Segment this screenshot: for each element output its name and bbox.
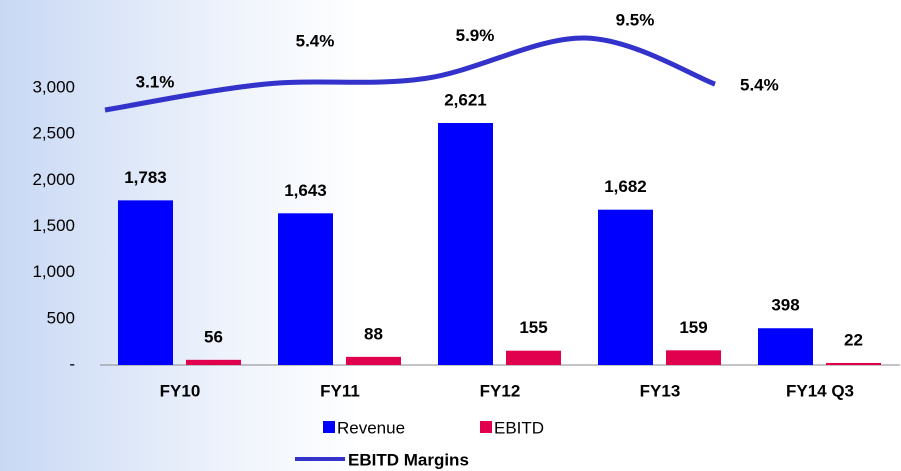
y-tick-label: 1,000 (32, 262, 75, 281)
bar (666, 350, 721, 365)
data-label: 398 (771, 296, 799, 315)
data-label: 22 (844, 330, 863, 349)
y-tick-label: 2,000 (32, 170, 75, 189)
data-label: 2,621 (444, 90, 487, 109)
bar (438, 122, 493, 366)
data-label: 5.9% (456, 26, 495, 45)
data-label: 3.1% (136, 72, 175, 91)
line (104, 35, 716, 113)
y-tick-label: 3,000 (32, 77, 75, 96)
bar (826, 362, 881, 365)
x-tick-label: FY11 (320, 381, 360, 400)
data-label: 1,783 (124, 168, 167, 187)
legend-label: Revenue (337, 418, 405, 437)
data-label: 56 (204, 327, 223, 346)
y-tick-label: 2,500 (32, 124, 75, 143)
data-label: 88 (364, 324, 383, 343)
y-tick-label: 500 (47, 308, 75, 327)
y-tick-label: 1,500 (32, 216, 75, 235)
data-label: 159 (679, 318, 707, 337)
legend-swatch (323, 421, 335, 433)
legend-label: EBITD Margins (348, 450, 469, 469)
data-label: 5.4% (296, 32, 335, 51)
x-tick-label: FY13 (640, 381, 681, 400)
legend-swatch (480, 421, 492, 433)
bar (346, 356, 401, 365)
x-tick-label: FY12 (480, 381, 521, 400)
bar (758, 328, 813, 365)
bar (598, 209, 653, 365)
x-tick-label: FY10 (160, 381, 201, 400)
x-tick-label: FY14 Q3 (786, 381, 854, 400)
data-label: 155 (519, 318, 547, 337)
data-label: 9.5% (616, 10, 655, 29)
bar (186, 359, 241, 365)
bar (278, 213, 333, 365)
data-label: 1,643 (284, 181, 327, 200)
bar (506, 350, 561, 365)
legend-label: EBITD (494, 418, 544, 437)
bar (118, 200, 173, 365)
y-tick-label: - (69, 354, 75, 373)
data-label: 5.4% (740, 76, 779, 95)
data-label: 1,682 (604, 177, 647, 196)
